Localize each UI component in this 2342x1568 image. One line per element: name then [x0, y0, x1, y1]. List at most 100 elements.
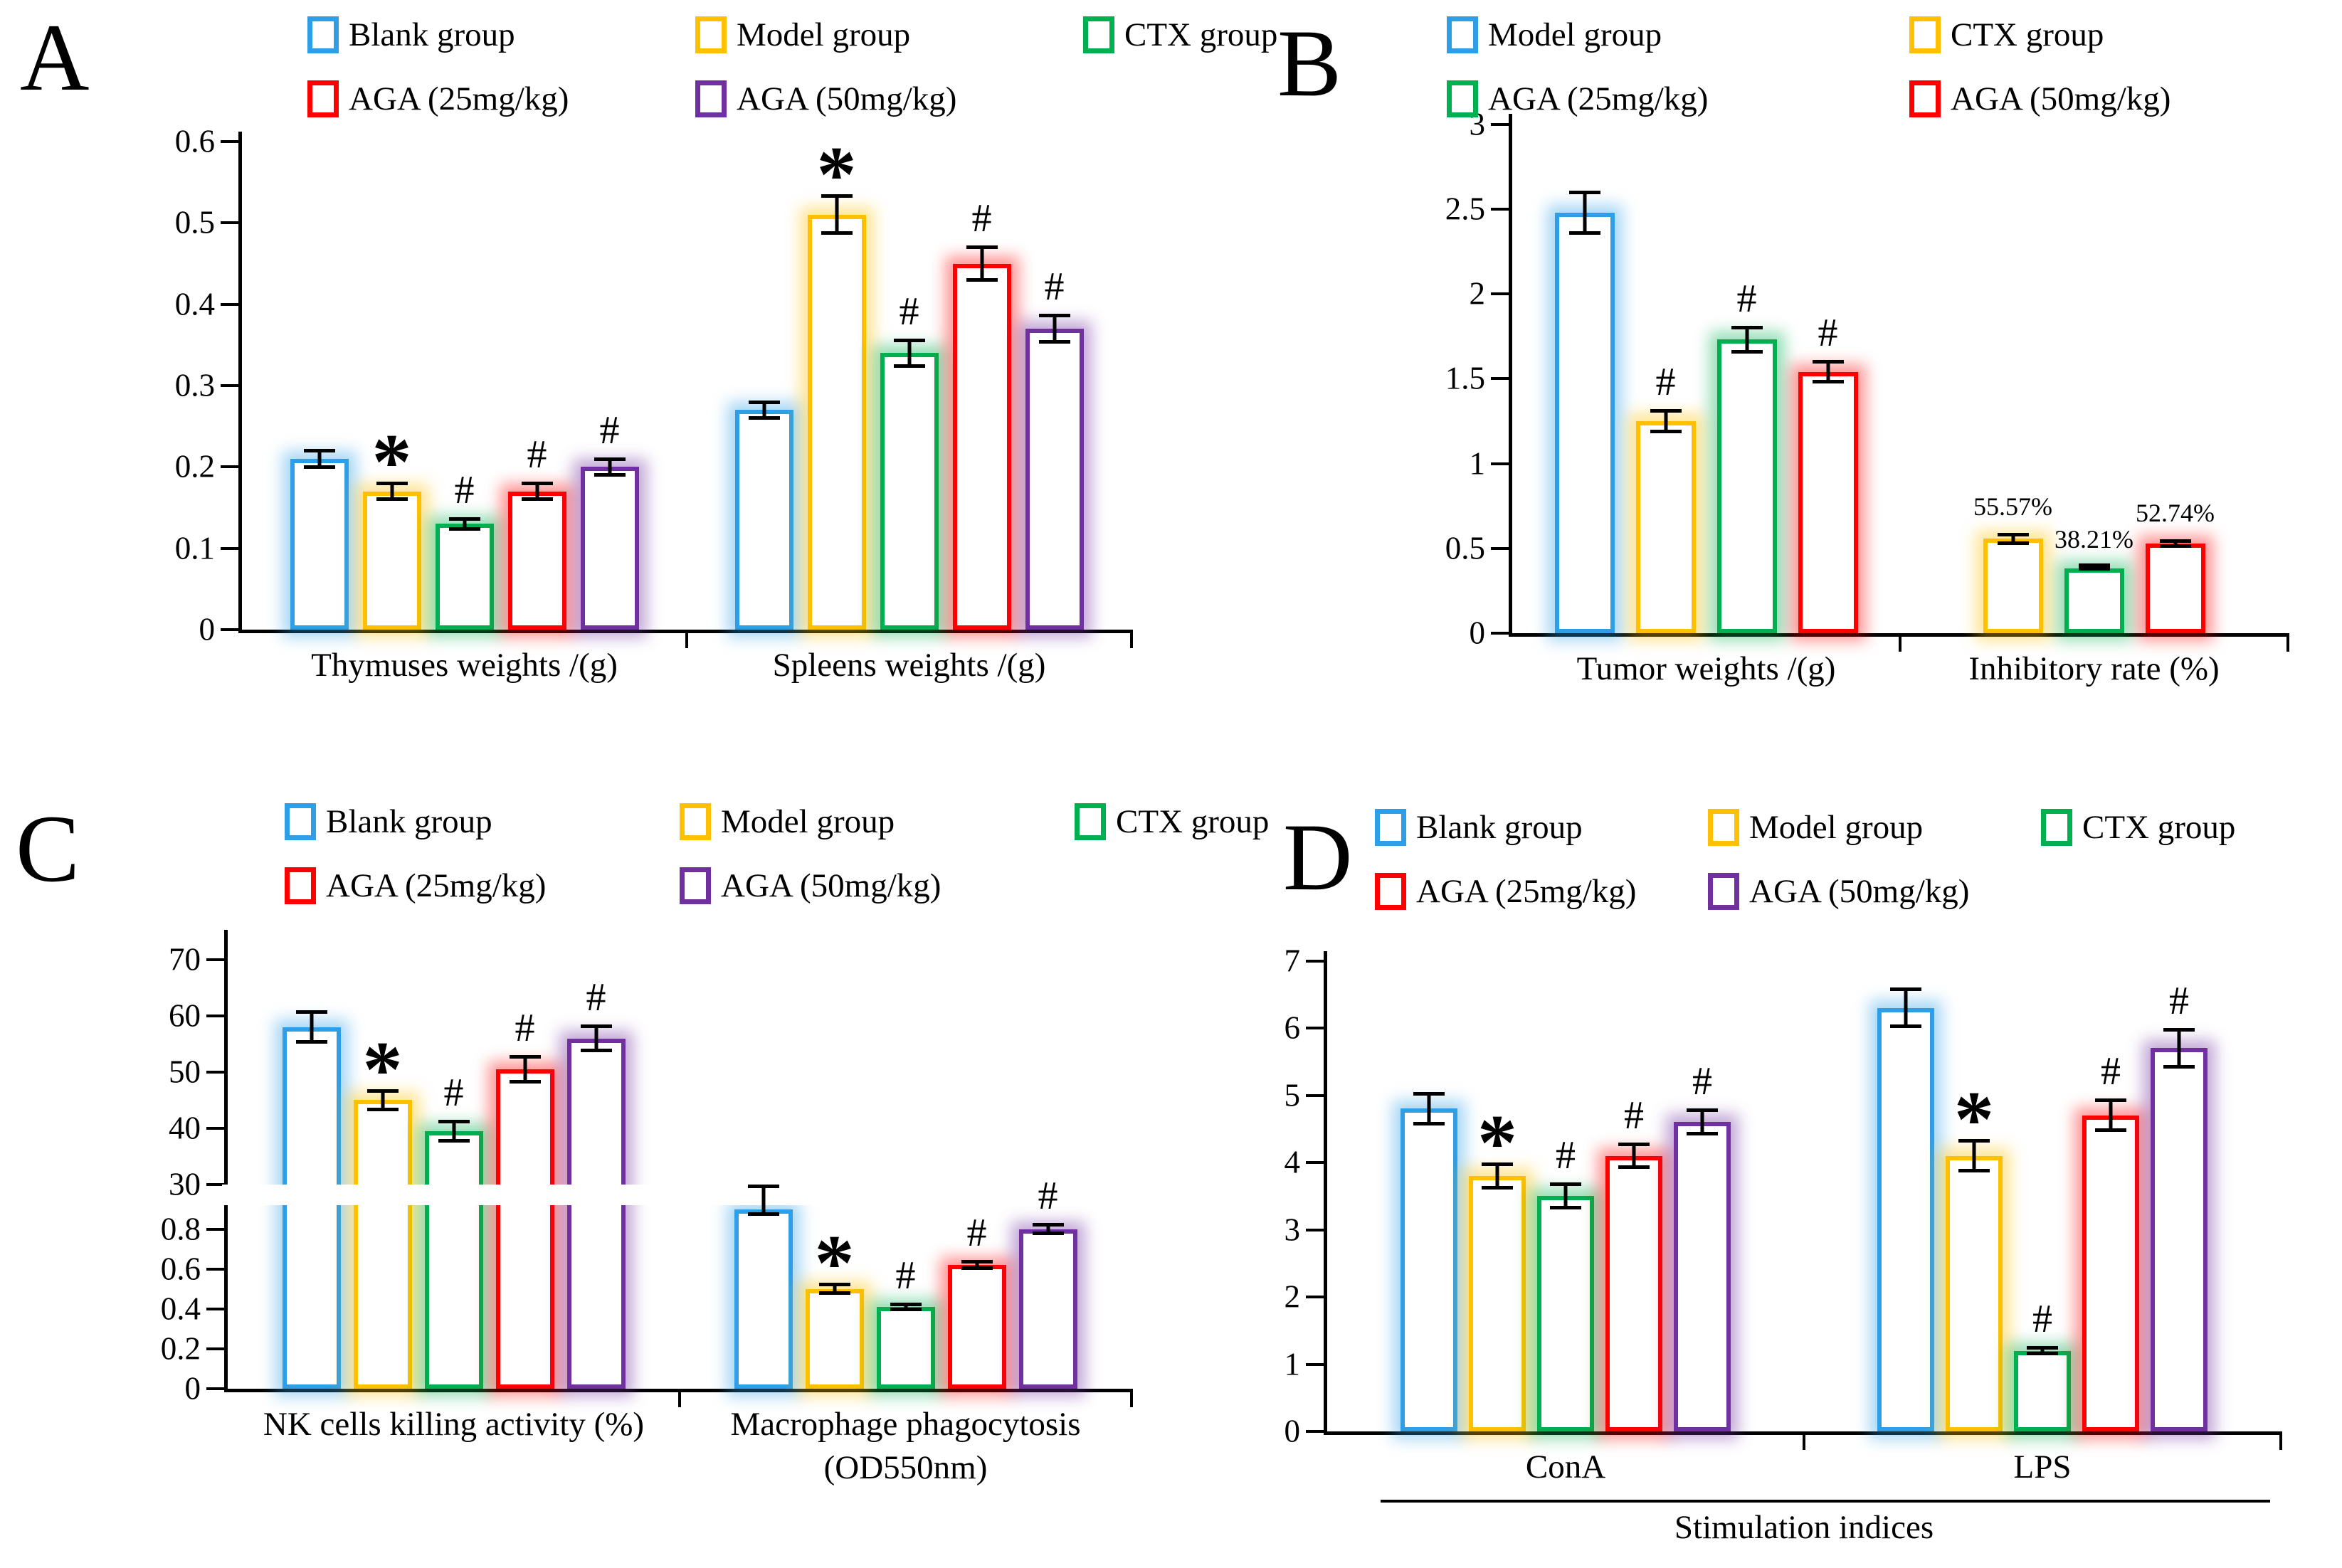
- legend-row: AGA (25mg/kg) AGA (50mg/kg): [1375, 872, 2342, 911]
- legend-label: AGA (50mg/kg): [1749, 873, 1970, 910]
- y-tick: [1491, 632, 1512, 635]
- y-tick: [1306, 1296, 1327, 1298]
- legend-item-aga-25mg-kg-: AGA (25mg/kg): [1447, 80, 1909, 118]
- x-bracket-label: Stimulation indices: [1674, 1509, 1934, 1546]
- error-bar: [1650, 409, 1682, 433]
- y-tick: [221, 140, 242, 143]
- legend-swatch: [1708, 873, 1739, 910]
- significance-mark: #: [1038, 1174, 1058, 1219]
- legend-label: CTX group: [1116, 803, 1270, 840]
- significance-mark: *: [814, 1219, 855, 1308]
- legend-item-aga-50mg-kg-: AGA (50mg/kg): [695, 80, 1083, 118]
- bar-aga-25mg-kg-: [2082, 1115, 2139, 1431]
- x-category-label: LPS: [2014, 1446, 2072, 1489]
- y-tick: [206, 1267, 228, 1271]
- y-tick-label: 0.2: [160, 1330, 201, 1367]
- error-bar: [1890, 987, 1921, 1028]
- legend-swatch: [307, 16, 339, 53]
- bar-blank-group: [734, 410, 793, 630]
- legend-label: AGA (50mg/kg): [721, 867, 941, 904]
- y-tick-label: 0: [1284, 1413, 1301, 1449]
- error-bar: [2159, 539, 2191, 549]
- x-category-label-line: Thymuses weights /(g): [311, 647, 618, 684]
- y-tick: [1306, 1161, 1327, 1164]
- y-tick-label: 3: [1284, 1212, 1301, 1247]
- bar-aga-25mg-kg-: [507, 491, 566, 630]
- error-bar: [2027, 1346, 2058, 1356]
- x-boundary-tick: [2279, 1431, 2282, 1450]
- y-tick: [1306, 1430, 1327, 1433]
- panel-d-plot-area: 0 1 2 3 4 5 6 7 * # # # ConA * # # # LPS Stimulation indic…: [1285, 945, 2282, 1546]
- y-tick: [1306, 1027, 1327, 1029]
- bar-blank-group: [290, 458, 349, 630]
- legend-swatch: [1375, 809, 1406, 846]
- error-bar: [966, 245, 998, 282]
- significance-mark: #: [971, 196, 992, 241]
- panel-b-plot-area: 0 0.5 1 1.5 2 2.5 3 # # # Tumor weights /(g) 55.57%…: [1445, 108, 2289, 687]
- x-boundary-tick: [1130, 630, 1133, 648]
- y-tick-label: 0.6: [174, 123, 215, 159]
- error-bar: [1482, 1162, 1513, 1190]
- error-bar: [366, 1088, 399, 1112]
- x-category-label-line: Tumor weights /(g): [1576, 650, 1836, 687]
- significance-mark: #: [599, 408, 620, 452]
- panel-b-letter: B: [1277, 11, 1342, 117]
- y-tick-label: 5: [1284, 1077, 1301, 1113]
- y-tick-label: 0.4: [160, 1291, 201, 1327]
- legend-label: Blank group: [1416, 809, 1583, 846]
- legend-label: Model group: [1488, 16, 1662, 53]
- error-bar: [747, 1185, 779, 1217]
- x-category-label-line: ConA: [1525, 1448, 1606, 1485]
- legend-row: AGA (25mg/kg) AGA (50mg/kg): [285, 867, 1470, 905]
- y-tick-label: 6: [1284, 1010, 1301, 1046]
- significance-mark: #: [1655, 360, 1676, 405]
- legend-swatch: [1375, 873, 1406, 910]
- y-tick-label: 7: [1284, 943, 1301, 978]
- y-tick-label: 0: [199, 611, 216, 647]
- significance-mark: #: [895, 1254, 916, 1298]
- y-tick: [1491, 292, 1512, 296]
- error-bar: [1550, 1182, 1581, 1210]
- bar-aga-50mg-kg-: [1674, 1122, 1731, 1431]
- error-bar: [961, 1260, 993, 1271]
- error-bar: [1731, 326, 1763, 354]
- legend-swatch: [1447, 16, 1478, 53]
- x-category-label-line: Macrophage phagocytosis: [730, 1406, 1081, 1443]
- x-boundary-tick: [685, 630, 688, 648]
- legend-row: AGA (25mg/kg) AGA (50mg/kg): [1447, 80, 2342, 118]
- error-bar: [521, 481, 553, 502]
- error-bar: [594, 457, 626, 477]
- significance-mark: #: [515, 1006, 535, 1051]
- bar-ctx-group: [1983, 539, 2043, 633]
- legend-swatch: [680, 867, 711, 904]
- error-bar: [438, 1120, 470, 1143]
- significance-mark: #: [527, 432, 547, 477]
- bar-ctx-group: [876, 1307, 935, 1389]
- x-category-label-line: LPS: [2013, 1448, 2072, 1485]
- error-bar: [1038, 314, 1070, 344]
- legend-swatch: [680, 803, 711, 840]
- x-category-label: Thymuses weights /(g): [311, 644, 618, 687]
- y-tick-label: 0.2: [174, 448, 215, 484]
- significance-mark: #: [1818, 311, 1838, 356]
- x-category-label: Spleens weights /(g): [773, 644, 1046, 687]
- significance-mark: #: [966, 1211, 987, 1256]
- y-tick: [206, 1227, 228, 1231]
- y-tick: [221, 302, 242, 306]
- y-tick: [221, 546, 242, 550]
- y-tick-label: 30: [169, 1166, 201, 1202]
- legend-swatch: [695, 80, 727, 117]
- y-tick: [206, 1347, 228, 1350]
- y-tick: [221, 465, 242, 469]
- bar-model-group: [807, 214, 866, 630]
- significance-mark: #: [586, 975, 606, 1019]
- legend-label: Blank group: [349, 16, 515, 53]
- bar-aga-25mg-kg-: [495, 1069, 554, 1389]
- x-boundary-tick: [678, 1389, 681, 1407]
- panel-c-letter: C: [16, 796, 80, 902]
- panel-c: C Blank group Model group CTX group AGA (25…: [0, 784, 1269, 1568]
- bar-aga-25mg-kg-: [947, 1265, 1006, 1389]
- legend-item-blank-group: Blank group: [285, 802, 680, 841]
- bar-aga-50mg-kg-: [2145, 544, 2205, 633]
- bar-blank-group: [1401, 1108, 1457, 1431]
